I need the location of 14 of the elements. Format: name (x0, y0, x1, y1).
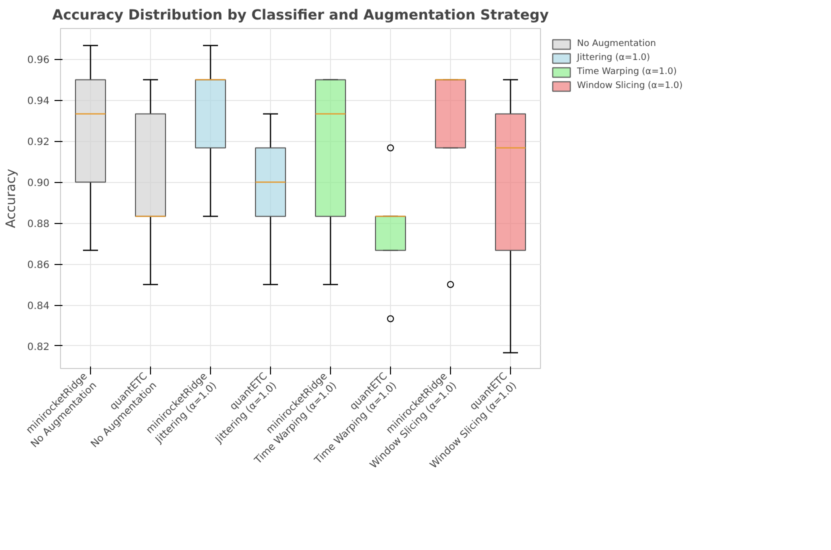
y-tick-label: 0.82 (27, 342, 50, 353)
legend-label: Jittering (α=1.0) (577, 53, 650, 63)
legend-label: Window Slicing (α=1.0) (577, 81, 683, 91)
y-tick-label: 0.92 (27, 137, 50, 148)
y-tick-label: 0.84 (27, 301, 50, 312)
y-tick-label: 0.86 (27, 260, 50, 272)
y-axis-title: Accuracy (4, 168, 20, 228)
y-tick-label: 0.96 (27, 55, 50, 66)
y-tick-label: 0.90 (27, 178, 50, 190)
legend-label: No Augmentation (577, 39, 656, 49)
legend-label: Time Warping (α=1.0) (577, 67, 677, 77)
chart-title: Accuracy Distribution by Classifier and Augmentation Strategy (52, 8, 549, 24)
y-tick-label: 0.94 (27, 96, 50, 108)
y-tick-label: 0.88 (27, 219, 50, 230)
